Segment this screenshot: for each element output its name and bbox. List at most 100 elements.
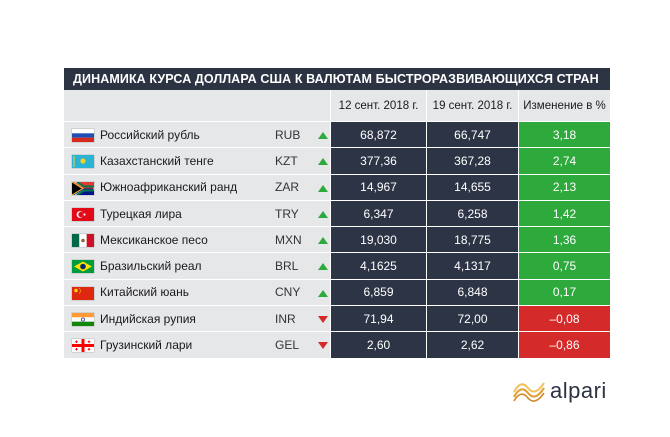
currency-code: RUB — [275, 127, 301, 142]
currency-code-cell: GEL — [264, 332, 330, 358]
table-row: Южноафриканский ранд ZAR 14,967 14,655 2,13 — [64, 173, 610, 200]
currency-name-cell: Южноафриканский ранд — [64, 174, 264, 200]
table-row: Российский рубль RUB 68,872 66,747 3,18 — [64, 121, 610, 148]
turkey-flag-icon — [72, 207, 94, 221]
currency-name: Казахстанский тенге — [100, 153, 214, 168]
currency-name-cell: Мексиканское песо — [64, 227, 264, 253]
table-row: Мексиканское песо MXN 19,030 18,775 1,36 — [64, 226, 610, 253]
currency-name: Бразильский реал — [100, 259, 202, 274]
currency-name-cell: Казахстанский тенге — [64, 148, 264, 174]
currency-name: Мексиканское песо — [100, 232, 208, 247]
change-percent: –0,08 — [518, 306, 610, 332]
arrow-up-icon — [318, 237, 328, 245]
currency-code: KZT — [275, 153, 298, 168]
header-date2: 19 сент. 2018 г. — [426, 90, 518, 121]
change-percent: 0,17 — [518, 279, 610, 306]
china-flag-icon — [72, 286, 94, 300]
currency-name-cell: Бразильский реал — [64, 253, 264, 279]
currency-code: ZAR — [275, 180, 299, 195]
header-change: Изменение в % — [518, 90, 610, 121]
rate-date2: 18,775 — [426, 227, 518, 253]
currency-table: ДИНАМИКА КУРСА ДОЛЛАРА США К ВАЛЮТАМ БЫС… — [64, 68, 610, 358]
currency-code-cell: BRL — [264, 253, 330, 279]
change-percent: 1,36 — [518, 227, 610, 253]
table-row: Индийская рупия INR 71,94 72,00 –0,08 — [64, 305, 610, 332]
logo-text: alpari — [550, 378, 607, 403]
currency-code-cell: KZT — [264, 148, 330, 174]
currency-name: Южноафриканский ранд — [100, 180, 238, 195]
alpari-waves-icon — [513, 382, 545, 402]
header-code-cell — [264, 90, 330, 121]
change-percent: 0,75 — [518, 253, 610, 279]
currency-code-cell: RUB — [264, 122, 330, 148]
currency-name-cell: Турецкая лира — [64, 200, 264, 227]
table-header-row: 12 сент. 2018 г. 19 сент. 2018 г. Измене… — [64, 90, 610, 121]
currency-name-cell: Грузинский лари — [64, 332, 264, 358]
change-percent: –0,86 — [518, 332, 610, 358]
rate-date1: 6,859 — [330, 279, 426, 306]
arrow-up-icon — [318, 132, 328, 139]
change-percent: 1,42 — [518, 200, 610, 227]
south-africa-flag-icon — [72, 181, 94, 195]
currency-name: Индийская рупия — [100, 311, 196, 326]
currency-code: TRY — [275, 206, 299, 221]
currency-code-cell: ZAR — [264, 174, 330, 200]
currency-code: MXN — [275, 232, 302, 247]
rate-date2: 66,747 — [426, 122, 518, 148]
rate-date1: 19,030 — [330, 227, 426, 253]
rate-date1: 2,60 — [330, 332, 426, 358]
arrow-up-icon — [318, 289, 328, 297]
currency-code: INR — [275, 311, 296, 326]
rate-date2: 4,1317 — [426, 253, 518, 279]
header-name-cell — [64, 90, 264, 121]
table-row: Грузинский лари GEL 2,60 2,62 –0,86 — [64, 331, 610, 358]
rate-date1: 377,36 — [330, 148, 426, 174]
header-date1: 12 сент. 2018 г. — [330, 90, 426, 121]
currency-name: Российский рубль — [100, 127, 200, 142]
rate-date2: 2,62 — [426, 332, 518, 358]
rate-date1: 4,1625 — [330, 253, 426, 279]
arrow-up-icon — [318, 263, 328, 271]
currency-name-cell: Индийская рупия — [64, 306, 264, 332]
rate-date1: 68,872 — [330, 122, 426, 148]
rate-date1: 14,967 — [330, 174, 426, 200]
change-percent: 3,18 — [518, 122, 610, 148]
currency-code-cell: INR — [264, 306, 330, 332]
currency-name: Турецкая лира — [100, 206, 182, 221]
arrow-up-icon — [318, 158, 328, 166]
change-percent: 2,13 — [518, 174, 610, 200]
brazil-flag-icon — [72, 260, 94, 274]
arrow-up-icon — [318, 210, 328, 218]
currency-code-cell: CNY — [264, 279, 330, 306]
currency-code: CNY — [275, 285, 301, 300]
table-row: Бразильский реал BRL 4,1625 4,1317 0,75 — [64, 252, 610, 279]
rate-date1: 71,94 — [330, 306, 426, 332]
table-title: ДИНАМИКА КУРСА ДОЛЛАРА США К ВАЛЮТАМ БЫС… — [64, 68, 610, 90]
rate-date2: 72,00 — [426, 306, 518, 332]
table-row: Казахстанский тенге KZT 377,36 367,28 2,74 — [64, 147, 610, 174]
alpari-logo: alpari — [512, 378, 607, 404]
table-row: Китайский юань CNY 6,859 6,848 0,17 — [64, 278, 610, 306]
currency-name: Китайский юань — [100, 285, 189, 300]
currency-name-cell: Российский рубль — [64, 122, 264, 148]
rate-date2: 6,848 — [426, 279, 518, 306]
rate-date2: 14,655 — [426, 174, 518, 200]
arrow-up-icon — [318, 184, 328, 192]
table-body: Российский рубль RUB 68,872 66,747 3,18 Казах… — [64, 121, 610, 358]
currency-name: Грузинский лари — [100, 338, 193, 353]
currency-code-cell: MXN — [264, 227, 330, 253]
russia-flag-icon — [72, 129, 94, 142]
rate-date2: 6,258 — [426, 200, 518, 227]
currency-code: BRL — [275, 259, 299, 274]
change-percent: 2,74 — [518, 148, 610, 174]
currency-name-cell: Китайский юань — [64, 279, 264, 306]
currency-code-cell: TRY — [264, 200, 330, 227]
arrow-down-icon — [318, 316, 328, 324]
table-row: Турецкая лира TRY 6,347 6,258 1,42 — [64, 199, 610, 227]
rate-date2: 367,28 — [426, 148, 518, 174]
georgia-flag-icon — [72, 339, 94, 353]
mexico-flag-icon — [72, 234, 94, 248]
rate-date1: 6,347 — [330, 200, 426, 227]
kazakhstan-flag-icon — [72, 155, 94, 169]
india-flag-icon — [72, 313, 94, 327]
